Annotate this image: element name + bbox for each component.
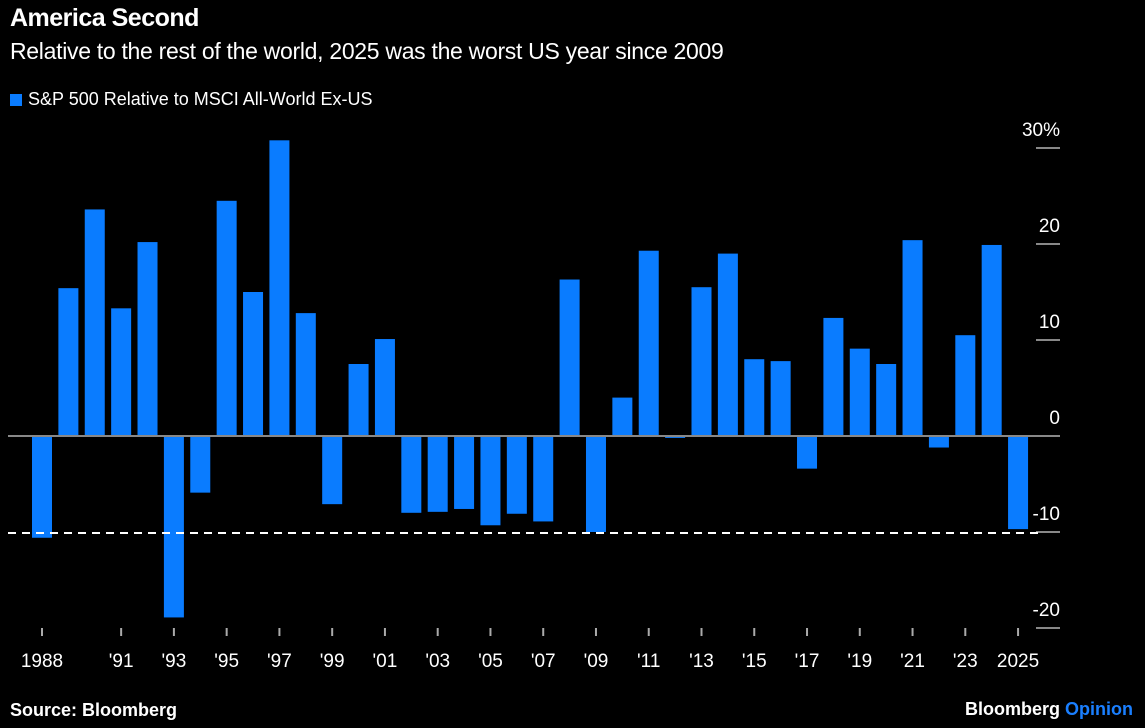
x-tick-label: '15 — [742, 651, 767, 672]
bar-2015 — [744, 359, 765, 436]
bar-2014 — [717, 253, 738, 436]
bar-1994 — [190, 436, 211, 493]
legend-label: S&P 500 Relative to MSCI All-World Ex-US — [28, 89, 373, 109]
bar-2010 — [612, 397, 633, 436]
x-tick-label: '03 — [425, 651, 450, 672]
bar-2011 — [638, 250, 659, 436]
chart-title: America Second — [10, 4, 199, 32]
bar-2006 — [506, 436, 527, 514]
bar-1993 — [163, 436, 184, 618]
bar-2002 — [401, 436, 422, 513]
source-note: Source: Bloomberg — [10, 700, 178, 720]
bar-2018 — [823, 317, 844, 436]
x-tick-label: '07 — [531, 651, 556, 672]
bar-2017 — [797, 436, 818, 469]
x-tick-label: '91 — [109, 651, 134, 672]
x-tick-label: '93 — [162, 651, 187, 672]
x-tick-label: '99 — [320, 651, 345, 672]
bar-1991 — [111, 308, 132, 436]
x-tick-label: '21 — [900, 651, 925, 672]
bar-1999 — [322, 436, 343, 505]
x-tick-label: '17 — [795, 651, 820, 672]
x-tick-label: '23 — [953, 651, 978, 672]
bar-2023 — [955, 335, 976, 436]
bar-2025 — [1008, 436, 1029, 530]
bar-1998 — [295, 313, 316, 436]
bar-2009 — [585, 436, 606, 532]
x-tick-label: '11 — [637, 651, 660, 672]
x-tick-label: '97 — [267, 651, 292, 672]
y-tick-label: 10 — [1039, 312, 1060, 333]
bar-1989 — [58, 288, 79, 436]
bar-1988 — [32, 436, 52, 538]
y-tick-label: 30% — [1022, 120, 1060, 141]
x-tick-label: '13 — [689, 651, 714, 672]
x-tick-label: '19 — [847, 651, 872, 672]
bar-2024 — [981, 244, 1002, 436]
x-tick-label: '95 — [214, 651, 239, 672]
bar-2003 — [427, 436, 448, 512]
y-tick-label: 0 — [1049, 408, 1060, 429]
bar-2019 — [849, 348, 870, 436]
bar-2016 — [770, 361, 791, 436]
y-tick-label: -20 — [1033, 600, 1060, 621]
brand-logo: Bloomberg Opinion — [965, 699, 1133, 720]
legend: S&P 500 Relative to MSCI All-World Ex-US — [10, 89, 372, 110]
brand-name: Bloomberg — [964, 699, 1060, 719]
bar-2008 — [559, 279, 580, 436]
bar-2022 — [928, 436, 949, 448]
x-tick-label: 2025 — [997, 651, 1039, 672]
x-tick-label: 1988 — [21, 651, 63, 672]
bar-2021 — [902, 240, 923, 436]
bar-2005 — [480, 436, 501, 526]
bar-1990 — [84, 209, 105, 436]
brand-accent: Opinion — [1065, 699, 1133, 719]
x-tick-label: '01 — [373, 651, 398, 672]
bar-2013 — [691, 287, 712, 436]
bar-1996 — [243, 292, 264, 436]
x-tick-label: '09 — [584, 651, 609, 672]
bar-2020 — [876, 364, 897, 436]
bar-1997 — [269, 140, 290, 436]
y-tick-label: -10 — [1033, 504, 1060, 525]
chart-subtitle: Relative to the rest of the world, 2025 … — [10, 38, 724, 64]
legend-swatch — [10, 93, 22, 106]
x-tick-label: '05 — [478, 651, 503, 672]
bar-2000 — [348, 364, 369, 436]
y-tick-label: 20 — [1039, 216, 1060, 237]
bar-2001 — [374, 339, 395, 436]
bar-2007 — [533, 436, 554, 522]
bar-2004 — [454, 436, 475, 509]
bar-1995 — [216, 200, 237, 436]
bar-1992 — [137, 242, 158, 436]
